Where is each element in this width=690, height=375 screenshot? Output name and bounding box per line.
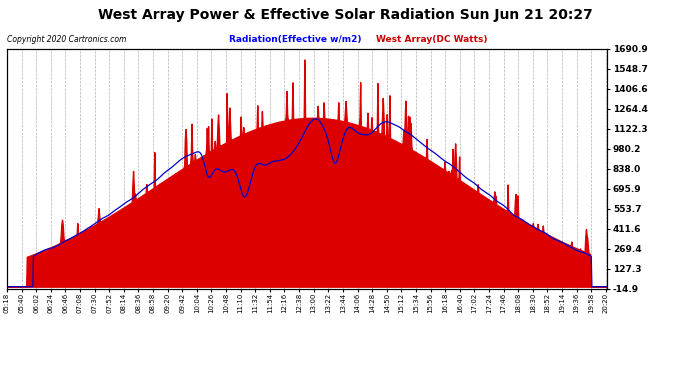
Text: West Array Power & Effective Solar Radiation Sun Jun 21 20:27: West Array Power & Effective Solar Radia… (97, 8, 593, 21)
Text: Radiation(Effective w/m2): Radiation(Effective w/m2) (229, 35, 362, 44)
Text: West Array(DC Watts): West Array(DC Watts) (376, 35, 488, 44)
Text: Copyright 2020 Cartronics.com: Copyright 2020 Cartronics.com (7, 35, 126, 44)
